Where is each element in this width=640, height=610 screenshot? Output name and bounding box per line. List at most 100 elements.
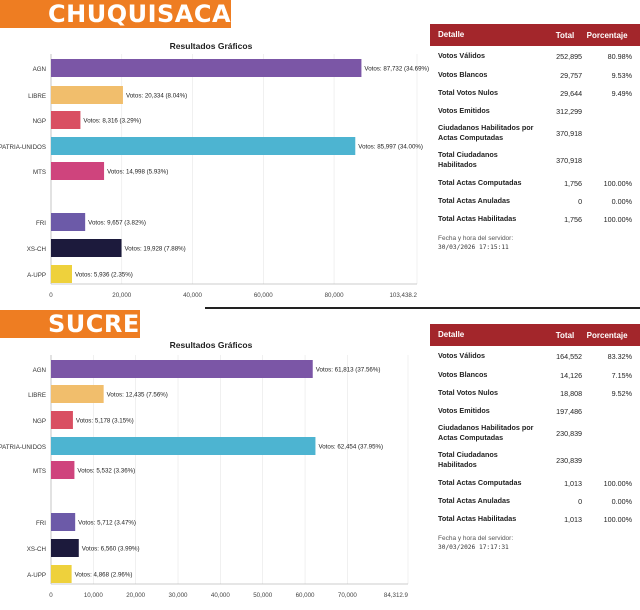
- row-label: Total Ciudadanos Habilitados: [438, 450, 498, 469]
- row-percentage: 7.15%: [611, 370, 632, 380]
- bar-agn: [51, 59, 362, 77]
- category-label: NGP: [33, 118, 46, 125]
- table-header-cell: Detalle: [438, 30, 465, 39]
- data-label: Votos: 8,316 (3.29%): [83, 118, 141, 125]
- row-label: Votos Válidos: [438, 351, 485, 360]
- row-label: Ciudadanos Habilitados por Actas Computa…: [438, 123, 534, 142]
- data-label: Votos: 5,178 (3.15%): [76, 418, 134, 425]
- table-header-cell: Porcentaje: [586, 30, 628, 40]
- bar-a-upp: [51, 565, 72, 583]
- bar-ngp: [51, 411, 73, 429]
- row-label: Votos Blancos: [438, 70, 488, 79]
- row-percentage: 0.00%: [611, 496, 632, 506]
- row-percentage: 100.00%: [603, 178, 632, 188]
- x-tick-label: 60,000: [254, 292, 273, 299]
- row-percentage: 80.98%: [607, 51, 632, 61]
- row-label: Ciudadanos Habilitados por Actas Computa…: [438, 423, 534, 442]
- row-total: 370,918: [556, 155, 583, 165]
- data-label: Votos: 12,435 (7.56%): [107, 392, 168, 399]
- row-total: 197,486: [556, 406, 583, 416]
- data-label: Votos: 85,997 (34.00%): [358, 144, 423, 151]
- x-tick-label: 70,000: [338, 592, 357, 599]
- row-percentage: 9.49%: [611, 88, 632, 98]
- row-total: 312,299: [556, 106, 583, 116]
- row-total: 230,839: [556, 428, 583, 438]
- category-label: PATRIA-UNIDOS: [0, 444, 46, 451]
- data-label: Votos: 14,998 (5.93%): [107, 169, 168, 176]
- table-row: Total Ciudadanos Habilitados 370,918: [430, 146, 640, 174]
- table-row: Total Votos Nulos 29,644 9.49%: [430, 84, 640, 102]
- category-label: LIBRE: [28, 93, 46, 100]
- data-label: Votos: 5,936 (2.35%): [75, 272, 133, 279]
- x-tick-label: 40,000: [211, 592, 230, 599]
- row-label: Total Actas Anuladas: [438, 496, 511, 505]
- results-chart: Resultados Gráficos AGN Votos: 87,732 (34.…: [0, 41, 429, 299]
- chart-title: Resultados Gráficos: [170, 340, 253, 350]
- data-label: Votos: 20,334 (8.04%): [126, 93, 187, 100]
- data-label: Votos: 87,732 (34.69%): [364, 66, 429, 73]
- server-timestamp: Fecha y hora del servidor: 30/03/2026 17:…: [430, 534, 640, 552]
- row-label: Votos Válidos: [438, 51, 485, 60]
- row-percentage: 100.00%: [603, 514, 632, 524]
- chart-title: Resultados Gráficos: [170, 41, 253, 51]
- bar-libre: [51, 385, 104, 403]
- table-row: Total Actas Habilitadas 1,756 100.00%: [430, 210, 640, 228]
- row-label: Total Actas Habilitadas: [438, 514, 517, 523]
- row-percentage: 100.00%: [603, 214, 632, 224]
- row-total: 252,895: [556, 51, 583, 61]
- category-label: XS-CH: [27, 246, 46, 253]
- category-label: XS-CH: [27, 546, 46, 553]
- bar-mts: [51, 162, 105, 180]
- x-tick-label: 50,000: [253, 592, 272, 599]
- bar-xs-ch: [51, 239, 122, 257]
- table-row: Ciudadanos Habilitados por Actas Computa…: [430, 420, 640, 446]
- category-label: NGP: [33, 418, 46, 425]
- category-label: FRI: [36, 520, 46, 527]
- table-row: Total Actas Habilitadas 1,013 100.00%: [430, 510, 640, 528]
- table-row: Total Actas Anuladas 0 0.00%: [430, 192, 640, 210]
- row-percentage: 83.32%: [607, 351, 632, 361]
- table-row: Total Actas Anuladas 0 0.00%: [430, 492, 640, 510]
- table-header: Detalle Total Porcentaje: [430, 24, 640, 46]
- category-label: AGN: [33, 367, 46, 374]
- data-label: Votos: 9,657 (3.82%): [88, 220, 146, 227]
- section-sucre: SUCRE Resultados Gráficos AGN Votos: 61,81…: [0, 310, 640, 610]
- row-label: Total Actas Computadas: [438, 478, 522, 487]
- server-timestamp: Fecha y hora del servidor: 30/03/2026 17:…: [430, 234, 640, 252]
- table-header: Detalle Total Porcentaje: [430, 324, 640, 346]
- bar-patria-unidos: [51, 437, 316, 455]
- category-label: FRI: [36, 220, 46, 227]
- data-label: Votos: 5,712 (3.47%): [78, 520, 136, 527]
- row-total: 1,756: [564, 214, 583, 224]
- table-row: Votos Válidos 252,895 80.98%: [430, 46, 640, 66]
- table-row: Total Votos Nulos 18,808 9.52%: [430, 384, 640, 402]
- data-label: Votos: 62,454 (37.95%): [318, 444, 383, 451]
- results-table: Detalle Total Porcentaje Votos Válidos 252,8…: [430, 24, 640, 252]
- data-label: Votos: 61,813 (37.56%): [316, 367, 381, 374]
- table-row: Total Actas Computadas 1,013 100.00%: [430, 474, 640, 492]
- table-header-cell: Porcentaje: [586, 330, 628, 340]
- row-total: 18,808: [560, 388, 583, 398]
- table-row: Votos Blancos 14,126 7.15%: [430, 366, 640, 384]
- table-header-cell: Total: [555, 30, 575, 40]
- x-tick-label: 0: [49, 592, 53, 599]
- row-total: 370,918: [556, 128, 583, 138]
- x-tick-label: 40,000: [183, 292, 202, 299]
- server-time-value: 30/03/2026 17:15:11: [438, 244, 509, 251]
- x-tick-label: 0: [49, 292, 53, 299]
- x-max-label: 103,438.2: [389, 292, 417, 299]
- row-label: Total Ciudadanos Habilitados: [438, 150, 498, 169]
- x-tick-label: 10,000: [84, 592, 103, 599]
- row-label: Votos Emitidos: [438, 406, 490, 415]
- row-total: 1,013: [564, 514, 583, 524]
- data-label: Votos: 5,532 (3.36%): [77, 468, 135, 475]
- table-row: Votos Blancos 29,757 9.53%: [430, 66, 640, 84]
- row-label: Total Actas Anuladas: [438, 196, 511, 205]
- x-tick-label: 80,000: [325, 292, 344, 299]
- table-row: Votos Emitidos 197,486: [430, 402, 640, 420]
- bar-libre: [51, 86, 123, 104]
- row-total: 164,552: [556, 351, 583, 361]
- bar-ngp: [51, 111, 81, 129]
- category-label: MTS: [33, 169, 46, 176]
- row-percentage: 9.52%: [611, 388, 632, 398]
